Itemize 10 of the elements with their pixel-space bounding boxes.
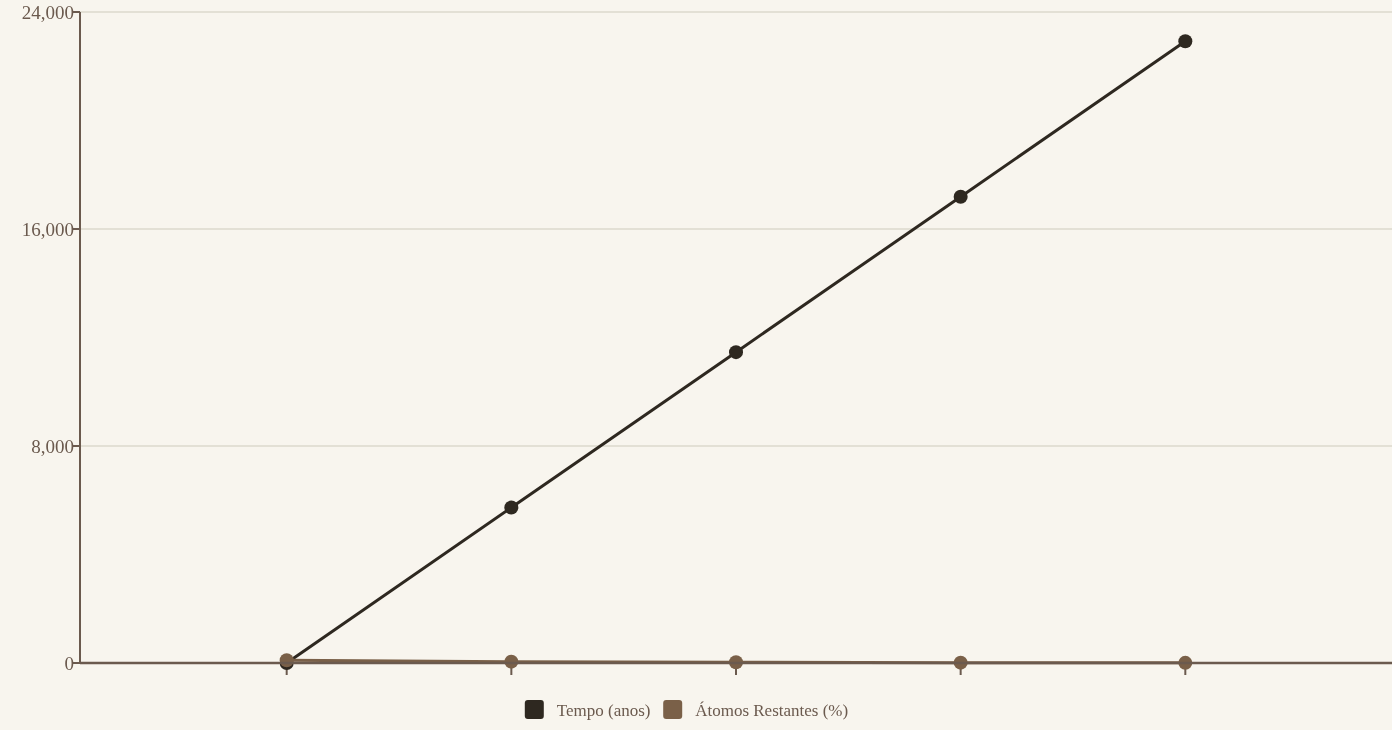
- legend-label: Átomos Restantes (%): [695, 700, 849, 720]
- point: [953, 189, 968, 204]
- point: [729, 345, 743, 360]
- point: [1178, 34, 1193, 49]
- y-tick-label: 0: [64, 652, 74, 674]
- y-tick-label: 16,000: [21, 218, 74, 240]
- point: [504, 500, 519, 515]
- legend-label: Tempo (anos): [556, 700, 651, 720]
- y-tick-label: 24,000: [21, 1, 74, 23]
- y-tick-label: 8,000: [31, 435, 74, 457]
